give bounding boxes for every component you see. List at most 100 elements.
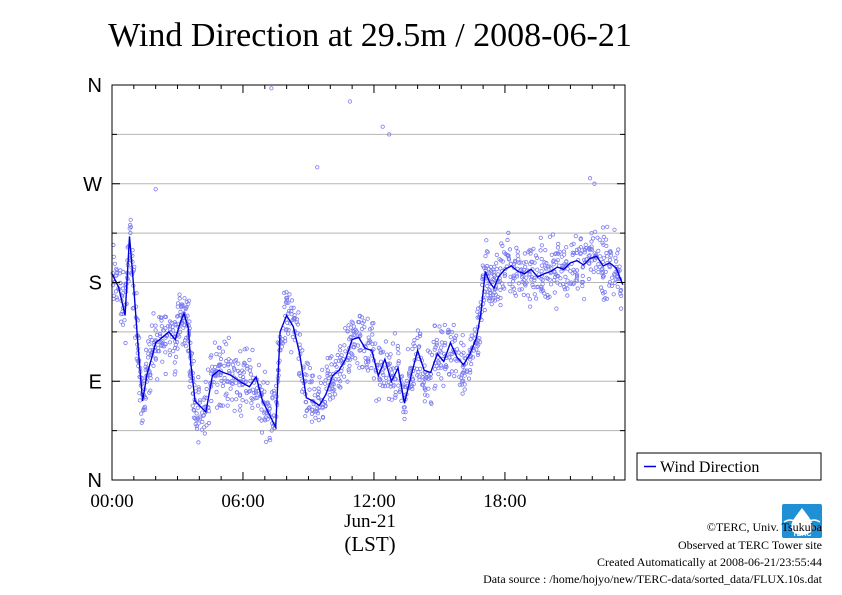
sample-point	[238, 393, 243, 398]
sample-point	[487, 298, 492, 303]
sample-point	[230, 371, 235, 376]
sample-point	[502, 273, 507, 279]
sample-point	[167, 352, 172, 358]
water-drop-icon	[791, 508, 813, 535]
sample-point	[320, 414, 325, 420]
sample-point	[122, 318, 127, 323]
sample-point	[230, 397, 235, 402]
sample-point	[130, 306, 135, 311]
sample-point	[401, 409, 406, 415]
credit-source: Data source : /home/hojyo/new/TERC-data/…	[483, 572, 823, 586]
sample-point	[529, 275, 535, 280]
sample-point	[531, 284, 536, 290]
sample-point	[167, 348, 172, 353]
x-tick-label: 00:00	[90, 491, 133, 512]
sample-point	[448, 335, 453, 340]
sample-point	[190, 403, 195, 408]
sample-point	[267, 406, 272, 411]
sample-point	[423, 387, 428, 393]
sample-point	[476, 350, 481, 355]
sample-point	[524, 260, 529, 265]
sample-point	[244, 346, 249, 351]
sample-point	[196, 387, 201, 392]
sample-point	[157, 315, 162, 320]
legend: Wind Direction	[636, 452, 822, 481]
sample-point	[333, 392, 338, 397]
sample-point	[441, 383, 446, 388]
sample-point	[249, 401, 254, 406]
sample-point	[399, 374, 405, 379]
sample-point	[462, 356, 467, 361]
sample-point	[432, 347, 437, 352]
sample-point	[225, 403, 230, 408]
sample-point	[439, 365, 444, 370]
sample-point	[228, 359, 233, 364]
sample-point	[218, 362, 223, 367]
sample-point	[191, 391, 196, 396]
sample-point	[500, 243, 505, 248]
sample-point	[538, 235, 543, 240]
sample-point	[331, 378, 336, 384]
sample-point	[457, 382, 462, 387]
x-axis-labels: 00:00 06:00 12:00 18:00	[90, 491, 526, 512]
sample-point	[303, 399, 308, 405]
sample-point	[431, 339, 436, 345]
sample-point	[506, 230, 511, 235]
sample-point	[265, 380, 270, 385]
sample-point	[499, 241, 504, 246]
sample-point	[524, 275, 529, 280]
sample-point	[443, 363, 449, 368]
sample-point	[619, 293, 624, 298]
sample-point	[586, 254, 591, 259]
sample-point	[118, 312, 124, 317]
sample-point	[267, 435, 272, 441]
sample-point	[437, 348, 442, 353]
sample-point	[194, 423, 199, 429]
date-label: Jun-21	[344, 511, 396, 532]
sample-point	[516, 257, 521, 262]
sample-point	[114, 268, 119, 273]
sample-point	[545, 276, 550, 281]
sample-point	[144, 361, 149, 366]
sample-point	[325, 368, 330, 373]
sample-point	[432, 386, 437, 391]
sample-point	[305, 361, 311, 366]
sample-point	[147, 390, 152, 395]
sample-point	[615, 251, 620, 256]
sample-point	[222, 363, 227, 368]
sample-point	[396, 383, 401, 388]
sample-point	[580, 283, 585, 289]
sample-point	[221, 380, 226, 385]
sample-point	[538, 248, 543, 253]
sample-point	[241, 370, 246, 375]
sample-point	[234, 390, 239, 395]
sample-point	[492, 264, 497, 269]
sample-point	[559, 269, 564, 274]
outlier-point	[347, 99, 353, 104]
sample-point	[539, 286, 544, 292]
sample-point	[422, 392, 428, 397]
sample-point	[389, 370, 394, 375]
sample-point	[112, 261, 118, 266]
sample-point	[237, 408, 242, 413]
sample-point	[573, 234, 578, 239]
sample-point	[447, 329, 452, 334]
sample-point	[599, 270, 604, 275]
sample-point	[614, 274, 619, 279]
sample-point	[564, 245, 569, 250]
sample-point	[218, 373, 223, 378]
sample-point	[494, 252, 499, 257]
sample-point	[128, 217, 133, 222]
sample-point	[432, 323, 437, 328]
sample-point	[232, 408, 237, 413]
sample-point	[212, 364, 218, 370]
sample-point	[615, 284, 620, 289]
sample-point	[209, 353, 214, 358]
sample-point	[527, 297, 532, 302]
sample-point	[227, 368, 232, 374]
sample-point	[390, 366, 396, 371]
sample-point	[284, 327, 289, 332]
sample-point	[153, 357, 158, 362]
sample-point	[134, 291, 139, 296]
sample-point	[194, 411, 199, 416]
